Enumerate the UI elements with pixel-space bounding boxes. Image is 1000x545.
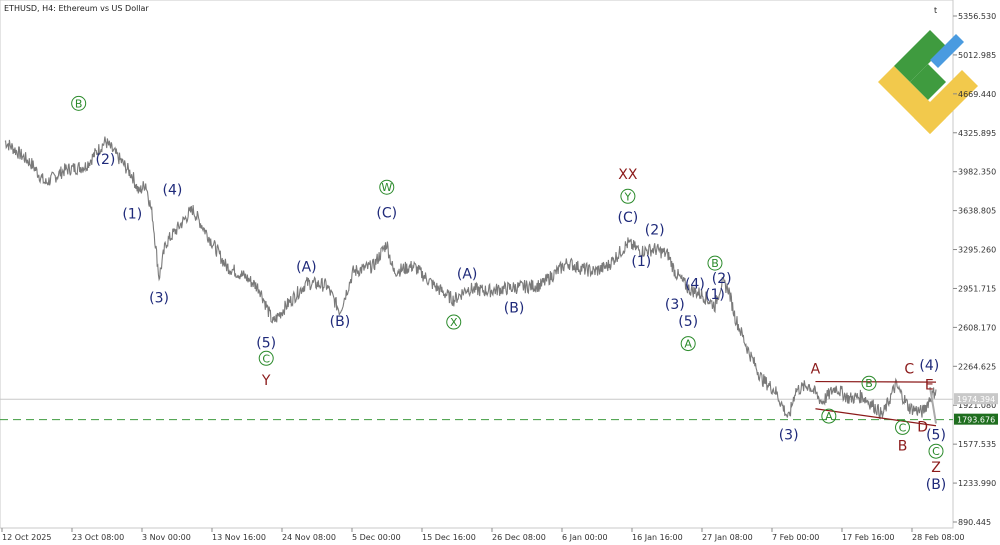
- x-tick-label: 26 Dec 08:00: [492, 533, 546, 542]
- x-tick-label: 3 Nov 00:00: [142, 533, 191, 542]
- y-tick-label: 3638.805: [958, 207, 996, 216]
- wave-label: A: [811, 362, 821, 378]
- y-axis: 5356.530 5012.985 4669.440 4325.895 3982.350…: [953, 12, 996, 527]
- wave-label: B: [865, 377, 873, 390]
- wave-label: (B): [330, 314, 351, 330]
- wave-labels: B(2)(1)(4)(3)(5)CY(A)(B)W(C)(A)X(B)XXY(C…: [71, 95, 947, 493]
- wave-label: D: [917, 419, 928, 435]
- wave-label-circle: [258, 350, 274, 366]
- brand-logo-icon: [878, 30, 978, 134]
- wave-label: Y: [624, 190, 632, 203]
- x-tick-label: 23 Oct 08:00: [72, 533, 124, 542]
- x-tick-label: 5 Dec 00:00: [352, 533, 401, 542]
- wave-label-circle: [821, 408, 837, 424]
- wave-label: (1): [122, 206, 142, 222]
- wave-label: (3): [665, 297, 685, 313]
- price-line: [4, 136, 937, 420]
- wave-label-circle: [379, 179, 395, 195]
- projection-line: [929, 387, 937, 424]
- wave-label: B: [711, 257, 719, 270]
- y-tick-label: 4669.440: [958, 90, 996, 99]
- level-label: 1793.676: [957, 416, 995, 425]
- plot-frame: [0, 0, 954, 529]
- current-price-label: 1974.394: [957, 395, 995, 404]
- y-tick-label: 1233.990: [958, 479, 996, 488]
- x-tick-label: 6 Jan 00:00: [562, 533, 608, 542]
- y-tick-label: 2608.170: [958, 323, 996, 332]
- wave-label: E: [925, 377, 934, 393]
- wave-label: (3): [779, 427, 799, 443]
- x-axis: 12 Oct 2025 23 Oct 08:00 3 Nov 00:00 13 Nov…: [1, 528, 964, 542]
- wave-label: B: [75, 97, 83, 110]
- x-tick-label: 7 Feb 00:00: [772, 533, 819, 542]
- wave-label: (5): [926, 427, 946, 443]
- wave-label: (3): [149, 290, 169, 306]
- current-price-tag: [954, 393, 998, 405]
- wave-label: (2): [96, 152, 116, 168]
- wave-label: (5): [678, 314, 698, 330]
- y-tick-label: 4325.895: [958, 129, 996, 138]
- wave-label: X: [450, 316, 458, 329]
- x-tick-label: 16 Jan 16:00: [632, 533, 683, 542]
- wave-label-circle: [861, 375, 877, 391]
- wave-label: C: [899, 421, 907, 434]
- y-tick-label: 1921.080: [958, 401, 996, 410]
- y-tick-label: 2264.625: [958, 362, 996, 371]
- wave-label: C: [932, 445, 940, 458]
- wave-label-circle: [928, 443, 944, 459]
- wave-label: A: [825, 410, 833, 423]
- y-tick-label: 2951.715: [958, 284, 996, 293]
- x-tick-label: 17 Feb 16:00: [842, 533, 894, 542]
- wave-label: (1): [631, 254, 651, 270]
- price-series: [4, 136, 937, 424]
- wave-label: (1): [705, 287, 725, 303]
- x-tick-label: 13 Nov 16:00: [212, 533, 266, 542]
- wave-label: (4): [163, 183, 183, 199]
- x-tick-label: 24 Nov 08:00: [282, 533, 336, 542]
- wave-label-circle: [71, 95, 87, 111]
- x-tick-label: 12 Oct 2025: [2, 533, 51, 542]
- wave-label: A: [684, 338, 692, 351]
- y-tick-label: 3982.350: [958, 168, 996, 177]
- wave-label-circle: [895, 419, 911, 435]
- wave-label: (B): [926, 477, 947, 493]
- wave-label: (C): [376, 205, 397, 221]
- wave-label-circle: [680, 336, 696, 352]
- wave-label: C: [262, 352, 270, 365]
- wave-label: (2): [712, 271, 732, 287]
- wave-label: (5): [256, 336, 276, 352]
- wave-label: (2): [645, 222, 665, 238]
- wave-label: Z: [931, 460, 941, 476]
- wave-label: Y: [261, 373, 271, 389]
- x-tick-label: 15 Dec 16:00: [422, 533, 476, 542]
- corner-mark[interactable]: t: [934, 6, 937, 15]
- wave-label: (A): [457, 266, 478, 282]
- wave-label: (4): [919, 358, 939, 374]
- wave-label: B: [898, 439, 908, 455]
- y-tick-label: 1577.535: [958, 440, 996, 449]
- chart-title: ETHUSD, H4: Ethereum vs US Dollar: [4, 4, 149, 13]
- y-tick-label: 3295.260: [958, 246, 996, 255]
- level-tag: [954, 413, 998, 425]
- trendline: [815, 408, 937, 427]
- wave-label-circle: [446, 314, 462, 330]
- x-tick-label: 28 Feb 08:00: [912, 533, 964, 542]
- wave-label: (A): [296, 260, 317, 276]
- wave-label-circle: [620, 188, 636, 204]
- y-tick-label: 890.445: [958, 518, 991, 527]
- wave-label: XX: [618, 167, 638, 183]
- wave-label-circle: [707, 255, 723, 271]
- wave-label: (C): [618, 210, 639, 226]
- y-tick-label: 5012.985: [958, 51, 996, 60]
- wave-label: W: [381, 181, 392, 194]
- y-tick-label: 5356.530: [958, 12, 996, 21]
- wave-label: C: [904, 362, 914, 378]
- wave-label: (B): [504, 300, 525, 316]
- x-tick-label: 27 Jan 08:00: [702, 533, 753, 542]
- wave-label: (4): [685, 277, 705, 293]
